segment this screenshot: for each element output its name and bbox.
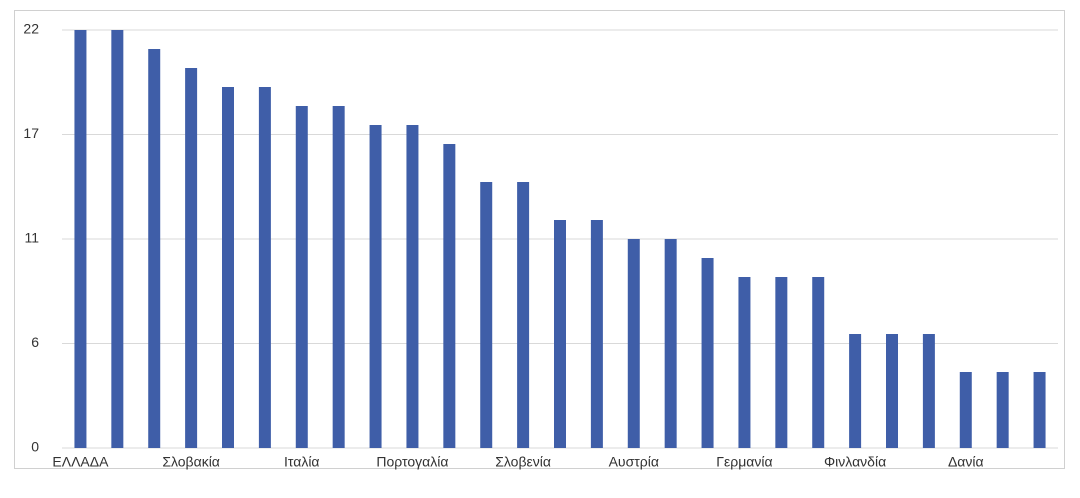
x-tick-label: Πορτογαλία <box>376 454 448 470</box>
bar <box>295 106 308 448</box>
bar <box>258 87 271 448</box>
bar <box>627 239 640 448</box>
x-tick-label: ΕΛΛΑΔΑ <box>52 454 109 470</box>
bar <box>554 220 566 448</box>
bar <box>922 334 935 448</box>
bar <box>222 87 234 448</box>
bar <box>959 372 972 448</box>
bar <box>1033 372 1046 448</box>
bar <box>775 277 788 448</box>
bar <box>443 144 456 448</box>
bar <box>664 239 677 448</box>
bar <box>812 277 825 448</box>
bar <box>517 182 530 448</box>
bar <box>369 125 382 448</box>
y-tick-label: 17 <box>23 125 39 141</box>
y-tick-label: 6 <box>31 334 39 350</box>
x-tick-label: Σλοβενία <box>495 454 551 470</box>
bar <box>406 125 419 448</box>
bar <box>701 258 714 448</box>
bar <box>148 49 161 448</box>
bar <box>480 182 493 448</box>
bar <box>74 30 87 448</box>
y-tick-label: 22 <box>23 21 39 37</box>
bar <box>996 372 1009 448</box>
bar <box>111 30 124 448</box>
x-tick-label: Σλοβακία <box>162 454 220 470</box>
bar <box>886 334 898 448</box>
x-tick-label: Φινλανδία <box>824 454 886 470</box>
bar <box>185 68 198 448</box>
y-tick-label: 11 <box>24 230 39 246</box>
y-tick-label: 0 <box>31 439 39 455</box>
x-tick-label: Δανία <box>948 454 984 470</box>
bar <box>849 334 862 448</box>
bar <box>590 220 603 448</box>
x-tick-label: Γερμανία <box>716 454 772 470</box>
bar <box>738 277 751 448</box>
x-tick-label: Ιταλία <box>284 454 320 470</box>
bar <box>332 106 345 448</box>
x-tick-label: Αυστρία <box>609 454 659 470</box>
